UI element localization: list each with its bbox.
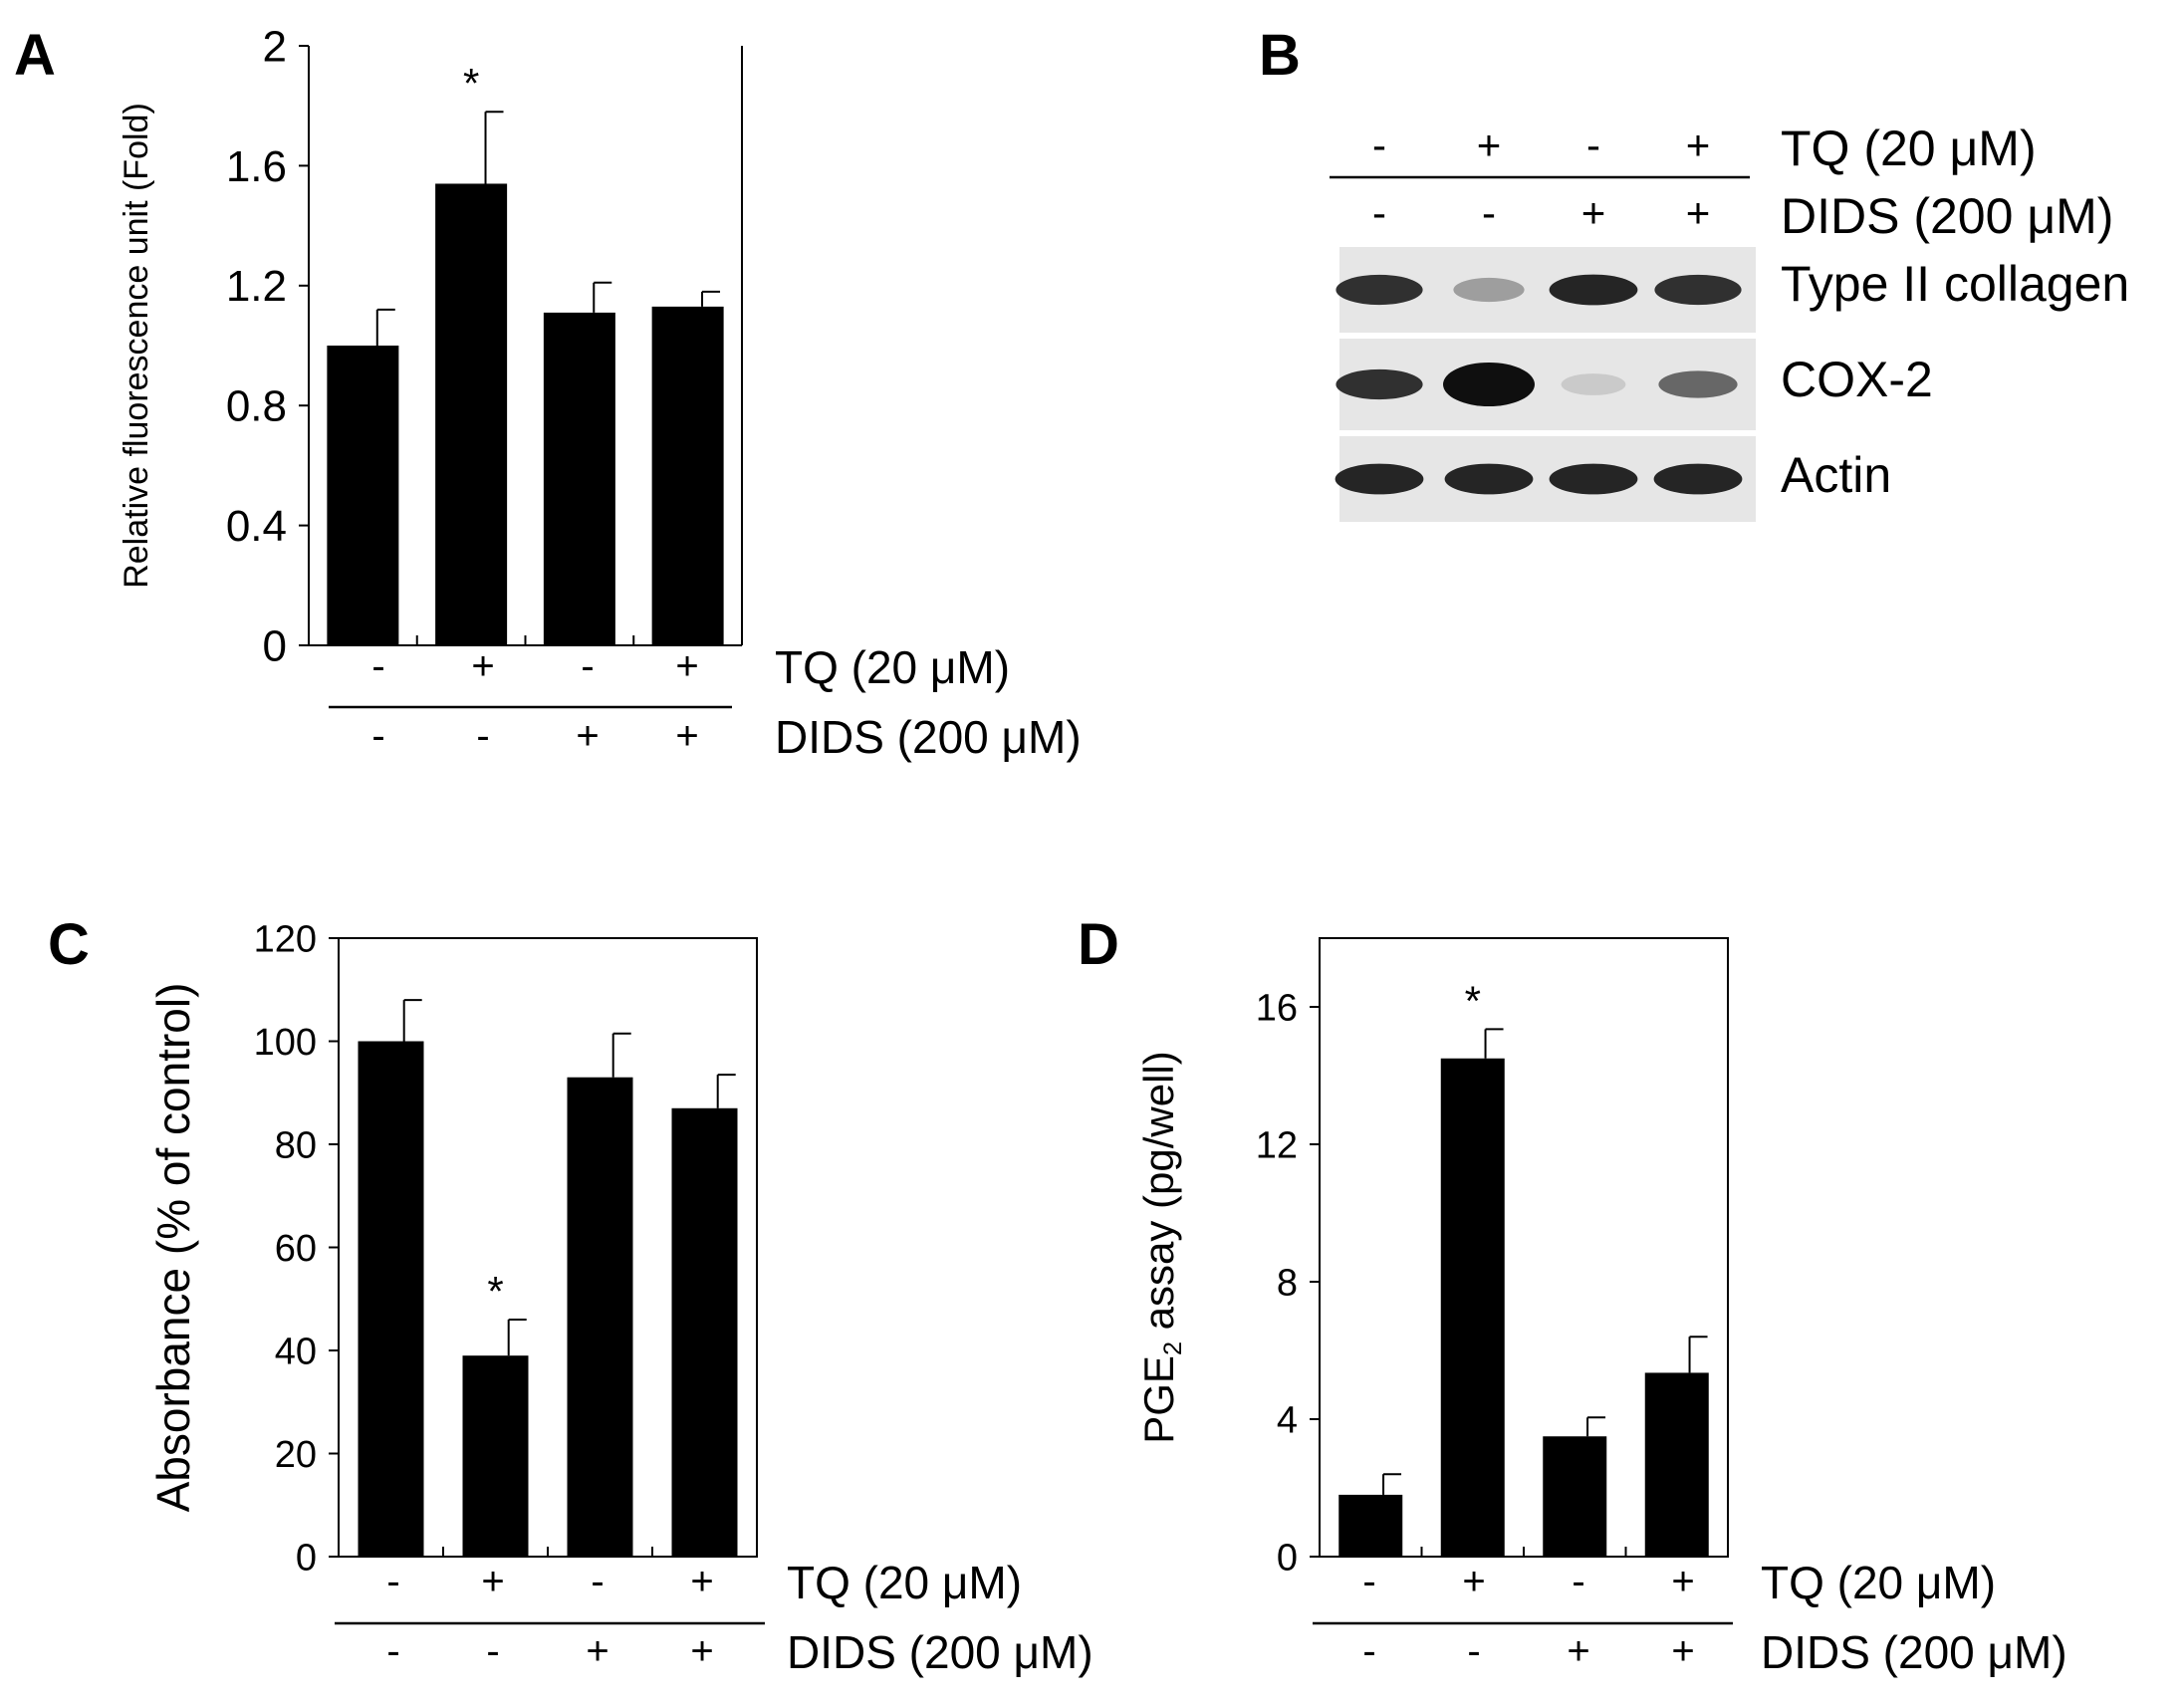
blot-tq-sign: +: [1686, 122, 1711, 168]
dids-label-c: DIDS (200 μM): [787, 1626, 1093, 1678]
y-tick-label-d: 12: [1256, 1124, 1298, 1166]
blot-row-label-tq: TQ (20 μM): [1781, 121, 2037, 176]
bar-a: [543, 312, 615, 645]
significance-marker-a: *: [463, 60, 479, 107]
bar-d: [1543, 1436, 1607, 1557]
bar-c: [567, 1077, 633, 1557]
y-tick-label-c: 20: [275, 1434, 317, 1476]
bar-a: [327, 346, 399, 645]
y-tick-label-a: 0.8: [226, 382, 287, 431]
tq-sign-a: -: [581, 644, 594, 688]
blot-band: [1443, 363, 1535, 406]
y-tick-label-c: 120: [254, 918, 317, 960]
y-axis-label-a: Relative fluorescence unit (Fold): [118, 103, 155, 589]
tq-sign-a: +: [471, 644, 494, 688]
blot-band: [1335, 274, 1423, 306]
y-tick-label-d: 0: [1277, 1537, 1298, 1579]
dids-label-d: DIDS (200 μM): [1761, 1626, 2067, 1678]
y-tick-label-a: 2: [263, 22, 287, 71]
blot-band: [1335, 368, 1423, 400]
panel-letter-b: B: [1259, 23, 1301, 88]
bar-c: [462, 1355, 529, 1557]
dids-label-a: DIDS (200 μM): [775, 711, 1082, 763]
blot-row-label-dids: DIDS (200 μM): [1781, 188, 2114, 244]
blot-dids-sign: +: [1581, 189, 1606, 236]
significance-marker-c: *: [487, 1268, 503, 1315]
panel-letter-d: D: [1078, 912, 1119, 977]
blot-band: [1335, 463, 1424, 495]
y-axis-label-d: PGE2 assay (pg/well): [1135, 1051, 1187, 1443]
blot-band-label-cox2: COX-2: [1781, 352, 1933, 407]
bar-a: [435, 183, 508, 645]
tq-label-a: TQ (20 μM): [775, 641, 1010, 693]
y-tick-label-d: 4: [1277, 1399, 1298, 1441]
tq-sign-d: -: [1572, 1560, 1584, 1603]
dids-sign-d: +: [1671, 1629, 1694, 1673]
y-tick-label-c: 60: [275, 1228, 317, 1270]
tq-sign-c: +: [690, 1560, 713, 1603]
blot-band-label-actin: Actin: [1781, 447, 1892, 503]
dids-sign-c: +: [690, 1629, 713, 1673]
dids-sign-a: +: [675, 714, 698, 758]
blot-band: [1549, 463, 1638, 495]
blot-band: [1561, 373, 1626, 395]
bar-d: [1440, 1058, 1505, 1557]
significance-marker-d: *: [1465, 977, 1481, 1024]
y-tick-label-d: 16: [1256, 987, 1298, 1029]
y-axis-label-c: Absorbance (% of control): [147, 983, 199, 1513]
tq-sign-c: +: [481, 1560, 504, 1603]
blot-dids-sign: +: [1686, 189, 1711, 236]
tq-sign-d: +: [1671, 1560, 1694, 1603]
blot-band: [1444, 463, 1534, 495]
dids-sign-c: -: [386, 1629, 399, 1673]
panel-letter-a: A: [14, 23, 56, 88]
y-tick-label-c: 100: [254, 1022, 317, 1064]
dids-sign-c: +: [586, 1629, 608, 1673]
tq-sign-d: +: [1462, 1560, 1485, 1603]
tq-sign-c: -: [591, 1560, 604, 1603]
panel-letter-c: C: [48, 912, 90, 977]
y-tick-label-c: 0: [296, 1537, 317, 1579]
y-tick-label-d: 8: [1277, 1262, 1298, 1304]
bar-c: [671, 1107, 738, 1557]
y-tick-label-c: 80: [275, 1124, 317, 1166]
y-tick-label-c: 40: [275, 1331, 317, 1372]
blot-tq-sign: -: [1586, 122, 1600, 168]
blot-band: [1658, 370, 1738, 398]
y-tick-label-a: 0: [263, 621, 287, 670]
blot-tq-sign: +: [1477, 122, 1502, 168]
tq-sign-c: -: [386, 1560, 399, 1603]
dids-sign-d: -: [1467, 1629, 1480, 1673]
dids-sign-a: -: [476, 714, 489, 758]
dids-sign-c: -: [486, 1629, 499, 1673]
blot-tq-sign: -: [1372, 122, 1386, 168]
blot-dids-sign: -: [1482, 189, 1496, 236]
dids-sign-d: -: [1362, 1629, 1375, 1673]
dids-sign-d: +: [1567, 1629, 1589, 1673]
blot-band-label-collagen: Type II collagen: [1781, 256, 2130, 312]
y-tick-label-a: 1.2: [226, 262, 287, 311]
y-tick-label-a: 1.6: [226, 142, 287, 191]
blot-dids-sign: -: [1372, 189, 1386, 236]
bar-d: [1338, 1494, 1403, 1557]
dids-sign-a: -: [371, 714, 384, 758]
tq-sign-a: -: [371, 644, 384, 688]
bar-a: [651, 306, 724, 645]
tq-sign-d: -: [1362, 1560, 1375, 1603]
blot-band: [1453, 277, 1525, 303]
tq-label-d: TQ (20 μM): [1761, 1557, 1996, 1608]
blot-band: [1654, 274, 1742, 306]
bar-d: [1644, 1372, 1709, 1557]
y-tick-label-a: 0.4: [226, 502, 287, 551]
tq-label-c: TQ (20 μM): [787, 1557, 1022, 1608]
tq-sign-a: +: [675, 644, 698, 688]
blot-band: [1653, 463, 1743, 495]
dids-sign-a: +: [576, 714, 599, 758]
bar-c: [358, 1041, 424, 1557]
blot-band: [1549, 274, 1638, 306]
